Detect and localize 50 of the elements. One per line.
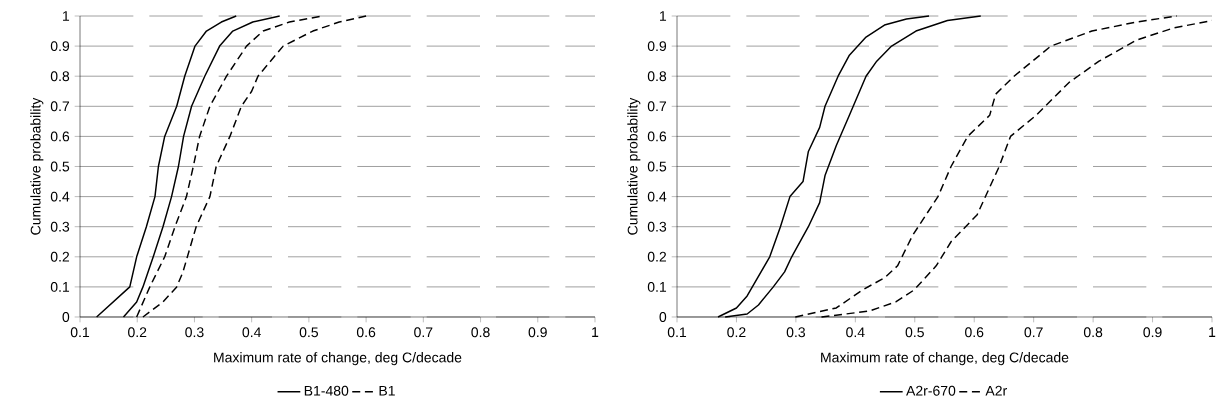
x-tick-label: 0.9 [1143, 327, 1162, 338]
y-tick-label: 0 [659, 312, 667, 322]
x-tick-label: 0.1 [70, 327, 90, 338]
y-tick-label: 0.3 [647, 221, 667, 232]
x-tick-label: 0.4 [846, 327, 865, 338]
y-tick-label: 0.3 [50, 221, 70, 232]
legend-label: B1-480 [304, 385, 349, 396]
x-tick-label: 0.8 [471, 327, 490, 338]
x-tick-label: 0.1 [667, 327, 687, 338]
y-tick-label: 0.4 [50, 191, 70, 202]
x-tick-label: 1 [592, 327, 599, 337]
x-tick-label: 0.3 [185, 327, 204, 338]
legend-label: B1 [379, 385, 395, 396]
y-tick-label: 0 [62, 312, 70, 322]
y-tick-label: 0.8 [50, 71, 70, 82]
y-tick-label: 1 [63, 11, 70, 21]
x-tick-label: 0.6 [356, 327, 376, 338]
x-tick-label: 1 [1209, 327, 1216, 337]
y-tick-label: 0.6 [647, 131, 667, 142]
y-tick-label: 0.4 [647, 191, 667, 202]
y-tick-label: 0.9 [647, 41, 667, 52]
x-tick-label: 0.6 [965, 327, 984, 338]
x-tick-label: 0.9 [528, 327, 547, 338]
y-tick-label: 0.8 [647, 71, 667, 82]
y-tick-label: 0.5 [647, 161, 667, 172]
y-axis-title: Cumulative probability [30, 97, 44, 235]
x-axis-title: Maximum rate of change, deg C/decade [821, 352, 1069, 366]
x-tick-label: 0.4 [242, 327, 261, 338]
y-tick-label: 1 [660, 11, 667, 21]
x-tick-label: 0.3 [786, 327, 806, 338]
y-tick-label: 0.7 [647, 101, 667, 112]
y-tick-label: 0.1 [647, 281, 667, 292]
y-tick-label: 0.9 [50, 41, 70, 52]
y-tick-label: 0.7 [50, 101, 70, 112]
x-tick-label: 0.2 [727, 327, 746, 338]
y-tick-label: 0.1 [50, 281, 70, 292]
y-tick-label: 0.5 [50, 161, 70, 172]
y-axis-title: Cumulative probability [627, 97, 641, 235]
x-axis-title: Maximum rate of change, deg C/decade [214, 352, 462, 366]
x-tick-label: 0.7 [414, 327, 433, 338]
x-tick-label: 0.2 [128, 327, 147, 338]
y-tick-label: 0.6 [50, 131, 70, 142]
x-tick-label: 0.8 [1083, 327, 1103, 338]
legend-label: A2r-670 [906, 385, 956, 396]
y-tick-label: 0.2 [647, 251, 667, 262]
x-tick-label: 0.5 [299, 327, 319, 338]
x-tick-label: 0.5 [905, 327, 924, 338]
legend-label: A2r [985, 385, 1007, 396]
x-tick-label: 0.7 [1024, 327, 1043, 338]
y-tick-label: 0.2 [50, 251, 70, 262]
